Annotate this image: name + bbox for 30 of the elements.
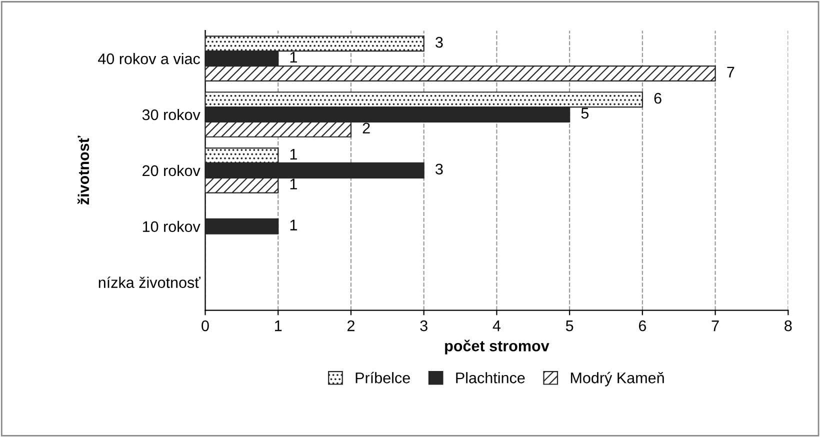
data-label: 3 bbox=[436, 36, 443, 48]
y-tick-label: 30 rokov bbox=[142, 108, 200, 120]
x-tick-label: 5 bbox=[566, 320, 574, 332]
x-tick-label: 3 bbox=[420, 320, 428, 332]
legend-label: Modrý Kameň bbox=[570, 372, 664, 386]
x-tick-label: 1 bbox=[275, 320, 282, 332]
y-tick-label: nízka životnosť bbox=[98, 276, 201, 288]
x-tick-label: 8 bbox=[784, 320, 792, 332]
data-label: 1 bbox=[290, 220, 297, 230]
data-label: 1 bbox=[290, 178, 297, 190]
x-axis-title: počet stromov bbox=[445, 340, 550, 354]
x-tick-label: 0 bbox=[202, 320, 209, 332]
x-tick-label: 6 bbox=[638, 320, 646, 332]
data-label: 5 bbox=[581, 108, 589, 119]
y-tick-label: 10 rokov bbox=[142, 220, 200, 232]
x-tick-label: 4 bbox=[492, 320, 501, 332]
data-label: 1 bbox=[290, 148, 297, 160]
data-label: 1 bbox=[290, 52, 297, 63]
x-tick-label: 2 bbox=[348, 320, 354, 332]
data-label: 2 bbox=[362, 122, 370, 134]
y-tick-label: 40 rokov a viac bbox=[98, 53, 200, 64]
data-label: 6 bbox=[654, 92, 662, 104]
legend-label: Príbelce bbox=[356, 372, 410, 384]
data-label: 3 bbox=[436, 164, 443, 175]
x-tick-label: 7 bbox=[712, 320, 719, 332]
data-label: 7 bbox=[727, 66, 734, 78]
bar bbox=[205, 218, 279, 234]
y-tick-label: 20 rokov bbox=[142, 164, 200, 176]
legend-label: Plachtince bbox=[456, 372, 525, 384]
y-axis-title: životnosť bbox=[78, 136, 90, 204]
